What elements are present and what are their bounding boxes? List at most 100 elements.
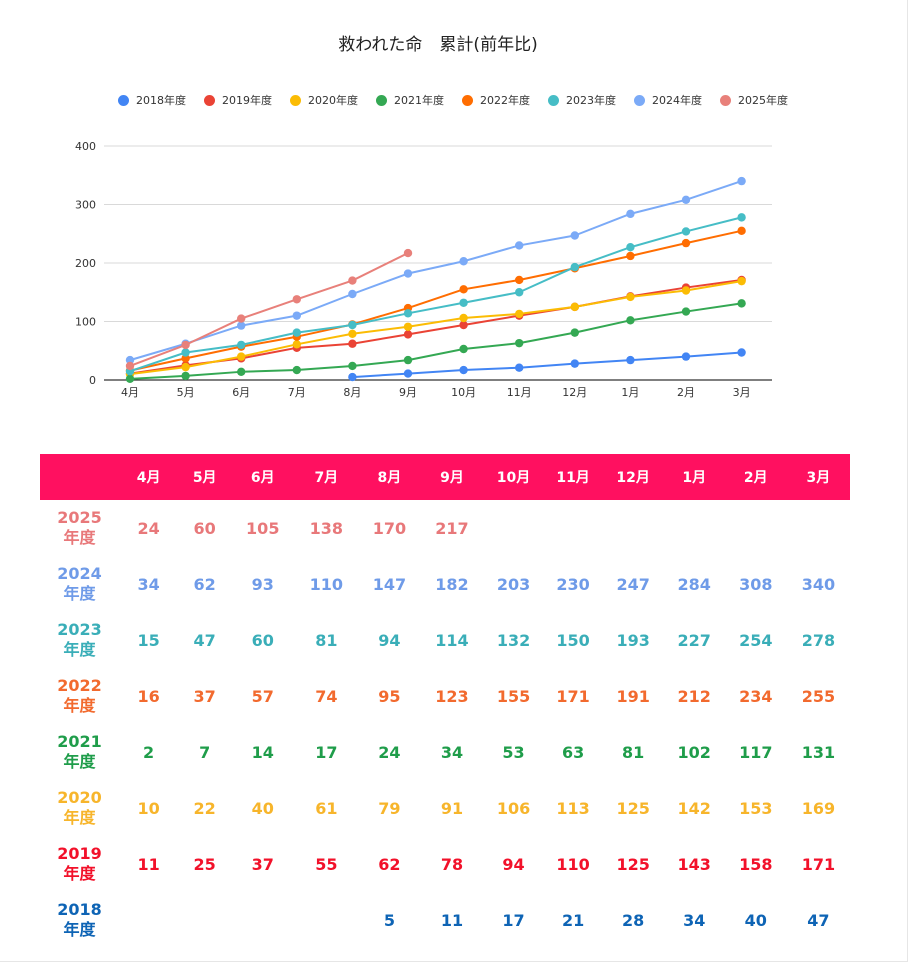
- data-point: [292, 340, 301, 349]
- table-cell: 47: [807, 910, 830, 930]
- line-chart: 0 100 200 300 400 4月 5月 6月 7月 8月 9月 10月 11月 12月 1月 2月 3月: [75, 140, 772, 399]
- table-cell: 147: [372, 574, 407, 594]
- column-header: 8月: [358, 454, 421, 500]
- column-header: 11月: [543, 454, 603, 500]
- table-cell: 79: [378, 798, 401, 818]
- data-point: [459, 344, 468, 354]
- table-cell: 234: [739, 686, 773, 706]
- table-cell: 78: [440, 854, 464, 874]
- table-cell: 5: [383, 910, 395, 930]
- series-line: [129, 302, 742, 380]
- table-cell: 191: [616, 686, 650, 706]
- legend-swatch: [720, 94, 731, 106]
- data-point: [515, 275, 524, 285]
- column-header: 9月: [420, 454, 484, 500]
- table-row: 2024 年度 34 62 93 110 147 182 203 230 247 284 308 340: [40, 556, 850, 612]
- data-point: [403, 309, 413, 318]
- data-point: [515, 309, 524, 319]
- data-point: [237, 314, 246, 323]
- legend-label: 2024年度: [652, 94, 702, 107]
- chart-title: 救われた命 累計(前年比): [338, 35, 538, 55]
- table-cell: 93: [251, 574, 274, 594]
- column-header: 10月: [483, 454, 544, 500]
- legend-label: 2021年度: [394, 94, 444, 107]
- series-line: [129, 280, 742, 376]
- data-point: [737, 213, 746, 222]
- table-cell: 132: [496, 630, 531, 650]
- column-header: 3月: [786, 454, 850, 500]
- legend-item: 2019年度: [204, 92, 272, 110]
- data-point: [181, 348, 190, 357]
- row-year-suffix: 年度: [63, 864, 96, 883]
- x-tick-label: 4月: [121, 386, 139, 399]
- legend-swatch: [118, 94, 129, 106]
- x-tick-label: 12月: [562, 386, 587, 399]
- table-cell: 60: [193, 518, 216, 538]
- table-row: 2022 年度 16 37 57 74 95 123 155 171 191 212 234 255: [40, 668, 850, 724]
- row-year-suffix: 年度: [63, 808, 96, 827]
- legend-item: 2021年度: [376, 92, 444, 110]
- series-line: [352, 351, 742, 379]
- table-cell: [119, 892, 178, 948]
- table-cell: 81: [315, 630, 338, 650]
- y-tick-label: 100: [75, 316, 96, 329]
- row-header: 2020 年度: [40, 780, 119, 836]
- column-header: 7月: [294, 454, 359, 500]
- table-cell: 34: [440, 742, 464, 762]
- data-point: [125, 355, 135, 365]
- row-year-suffix: 年度: [63, 584, 96, 603]
- data-point: [737, 276, 746, 286]
- table-cell: 125: [616, 798, 650, 818]
- data-point: [237, 340, 246, 350]
- x-tick-label: 10月: [451, 386, 476, 399]
- table-cell: 94: [502, 854, 525, 874]
- row-header: 2022 年度: [40, 668, 119, 724]
- row-year-suffix: 年度: [63, 696, 96, 715]
- table-cell: 21: [561, 910, 585, 930]
- data-point: [515, 363, 524, 372]
- data-point: [292, 295, 301, 304]
- legend-item: 2020年度: [290, 92, 358, 110]
- table-cell: 62: [378, 854, 401, 874]
- table-corner-cell: [40, 454, 120, 500]
- data-point: [403, 369, 413, 378]
- table-cell: 230: [556, 574, 590, 594]
- table-cell: 25: [193, 854, 216, 874]
- table-cell: 94: [378, 630, 401, 650]
- table-cell: 143: [677, 854, 711, 874]
- x-tick-label: 11月: [507, 386, 532, 399]
- table-body: 2025 年度 24 60 105 138 170 217 2024 年度 34 62 93 110 147…: [40, 500, 850, 948]
- table-cell: 155: [496, 686, 531, 706]
- row-year: 2023: [57, 620, 102, 639]
- series-line: [129, 180, 742, 362]
- row-year-suffix: 年度: [63, 528, 96, 547]
- table-cell: 34: [137, 574, 160, 594]
- data-point: [181, 354, 190, 363]
- legend-label: 2020年度: [308, 94, 358, 107]
- data-point: [737, 176, 746, 186]
- table-row: 2023 年度 15 47 60 81 94 114 132 150 193 227 254 278: [40, 612, 850, 668]
- table-cell: 153: [739, 798, 773, 818]
- table-cell: 16: [137, 686, 160, 706]
- table-cell: 308: [739, 574, 773, 594]
- table-cell: 171: [801, 854, 836, 874]
- table-cell: 91: [440, 798, 464, 818]
- table-cell: 11: [440, 910, 464, 930]
- table-header-row: 4月 5月 6月 7月 8月 9月 10月 11月 12月 1月 2月 3月: [40, 454, 850, 500]
- data-point: [459, 257, 468, 266]
- series-line: [129, 216, 742, 373]
- table-cell: 63: [561, 742, 585, 762]
- row-year: 2020: [57, 788, 102, 807]
- legend-swatch: [548, 94, 559, 106]
- data-point: [348, 289, 357, 299]
- row-year: 2019: [57, 844, 102, 863]
- data-point: [292, 328, 301, 337]
- table-row: 2020 年度 10 22 40 61 79 91 106 113 125 142 153 169: [40, 780, 850, 836]
- data-point: [626, 292, 635, 302]
- table-cell: 123: [435, 686, 469, 706]
- table-cell: 106: [496, 798, 531, 818]
- table-cell: 17: [315, 742, 338, 762]
- data-point: [737, 299, 746, 308]
- table-cell: 34: [683, 910, 706, 930]
- data-point: [570, 328, 579, 337]
